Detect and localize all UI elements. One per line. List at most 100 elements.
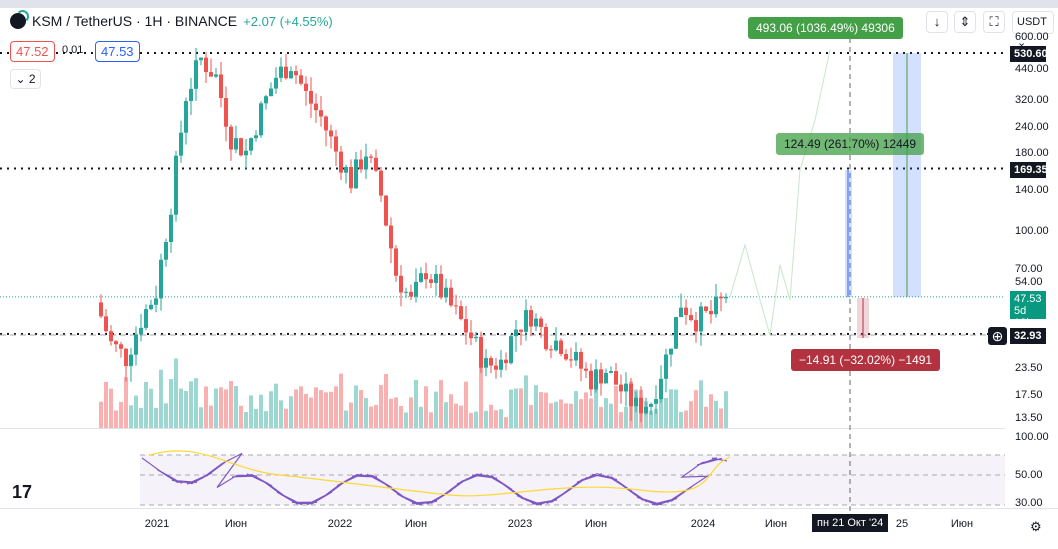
rsi-tick: 30.00 [1015, 497, 1043, 509]
candle [284, 66, 288, 79]
candle [399, 275, 403, 293]
time-tick: Июн [950, 518, 974, 530]
price-tick: 600.00 [1015, 31, 1049, 43]
volume-bar [169, 379, 173, 428]
top-border [0, 0, 1058, 8]
volume-bar [129, 405, 133, 428]
volume-bar [334, 386, 338, 428]
volume-bar [694, 390, 698, 428]
symbol-header[interactable]: KSM / TetherUS · 1H · BINANCE +2.07 (+4.… [10, 10, 333, 29]
volume-bar [384, 374, 388, 428]
buy-button[interactable]: 47.53 [95, 41, 140, 62]
candle [389, 225, 393, 249]
volume-bar [699, 380, 703, 428]
candle [559, 340, 563, 355]
candle [719, 296, 723, 299]
candle [704, 306, 708, 311]
candle [419, 273, 423, 282]
arrow-down-icon[interactable]: ↓ [926, 11, 948, 33]
candle [119, 344, 123, 349]
volume-bar [394, 397, 398, 428]
volume-bar [104, 381, 108, 428]
volume-bar [299, 386, 303, 428]
candle [229, 126, 233, 150]
volume-bar [154, 407, 158, 428]
volume-bar [344, 410, 348, 428]
last-price-tag: 47.53 5d 18h [1010, 291, 1046, 329]
volume-bar [119, 401, 123, 428]
volume-bar [199, 407, 203, 428]
fullscreen-icon[interactable]: ⛶ [983, 11, 1005, 33]
candle [509, 336, 513, 364]
volume-bar [544, 392, 548, 428]
currency-select[interactable]: USDT ⌄ [1012, 11, 1054, 49]
candle [349, 167, 353, 189]
candle [144, 309, 148, 328]
candle [169, 214, 173, 242]
sell-button[interactable]: 47.52 [10, 41, 55, 62]
candle [174, 155, 178, 215]
level-price-tag: 169.35 [1010, 162, 1048, 178]
volume-bar [369, 406, 373, 428]
volume-bar [324, 392, 328, 428]
volume-bar [254, 408, 258, 428]
candle [244, 150, 248, 156]
candle [374, 157, 378, 171]
volume-bar [534, 385, 538, 428]
price-tick: 13.50 [1015, 412, 1043, 424]
price-tick: 320.00 [1015, 94, 1049, 106]
volume-bar [444, 402, 448, 428]
volume-bar [504, 417, 508, 428]
add-alert-icon[interactable]: ⊕ [988, 327, 1007, 345]
candle [494, 365, 498, 370]
volume-bar [609, 403, 613, 428]
volume-bar [724, 391, 728, 428]
rsi-tick: 100.00 [1015, 431, 1049, 443]
volume-bar [259, 394, 263, 428]
volume-bar [209, 405, 213, 428]
candle [234, 138, 238, 150]
candle [589, 370, 593, 390]
volume-bar [674, 389, 678, 428]
candle [104, 316, 108, 332]
candle [364, 156, 368, 170]
volume-bar [659, 382, 663, 428]
candle [354, 159, 358, 189]
candle [564, 354, 568, 360]
candle [614, 371, 618, 385]
volume-bar [224, 389, 228, 428]
time-tick: 25 [895, 518, 909, 530]
candle [369, 156, 373, 158]
candle [279, 66, 283, 78]
settings-icon[interactable]: ⚙ [1030, 519, 1042, 534]
volume-bar [489, 404, 493, 428]
volume-bar [264, 411, 268, 428]
volume-bar [629, 381, 633, 428]
candle [474, 336, 478, 339]
volume-bar [109, 388, 113, 428]
candle [204, 57, 208, 73]
candle [319, 110, 323, 117]
candle [199, 57, 203, 61]
price-tick: 180.00 [1015, 147, 1049, 159]
indicators-toggle[interactable]: ⌄ 2 [10, 69, 41, 89]
volume-bar [594, 382, 598, 428]
candle [134, 334, 138, 355]
volume-bar [429, 412, 433, 428]
volume-bar [474, 411, 478, 428]
measure-label-mid: 124.49 (261.70%) 12449 [776, 133, 925, 155]
price-tick: 54.00 [1015, 276, 1043, 288]
volume-bar [419, 406, 423, 428]
candle [624, 383, 628, 392]
candle [639, 397, 643, 414]
volume-bar [134, 395, 138, 428]
symbol-title: KSM / TetherUS · 1H · BINANCE [32, 13, 238, 29]
candle [414, 281, 418, 297]
volume-bar [614, 385, 618, 428]
volume-bar [184, 390, 188, 428]
volume-bar [414, 379, 418, 428]
volume-bar [484, 410, 488, 428]
candle [699, 306, 703, 332]
collapse-icon[interactable]: ⇕ [954, 11, 976, 33]
